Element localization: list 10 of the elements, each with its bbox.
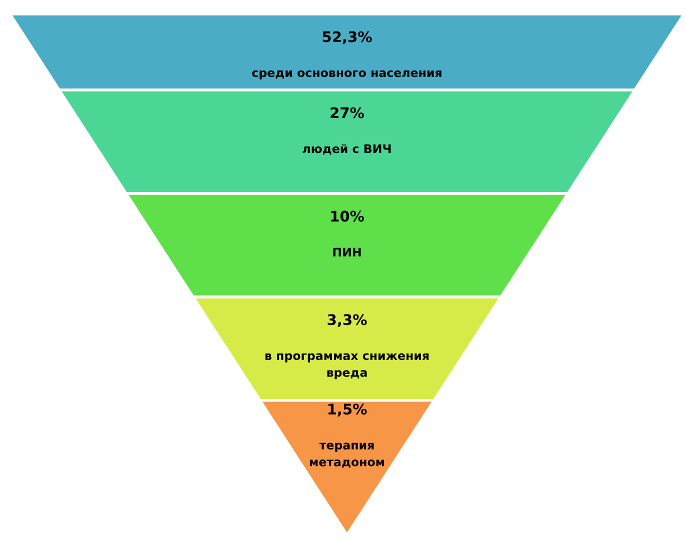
data-label: 27% bbox=[330, 107, 364, 118]
category-label: среди основного населения bbox=[252, 70, 442, 80]
category-label: людей с ВИЧ bbox=[302, 144, 391, 155]
category-label: терапия метадоном bbox=[310, 442, 384, 468]
data-label: 10% bbox=[331, 210, 364, 222]
data-label: 52,3% bbox=[322, 31, 372, 44]
category-label: ПИН bbox=[333, 248, 361, 256]
data-label: 1,5% bbox=[328, 404, 367, 416]
data-label: 3,3% bbox=[328, 314, 367, 328]
category-label: в программах снижения вреда bbox=[265, 353, 429, 380]
